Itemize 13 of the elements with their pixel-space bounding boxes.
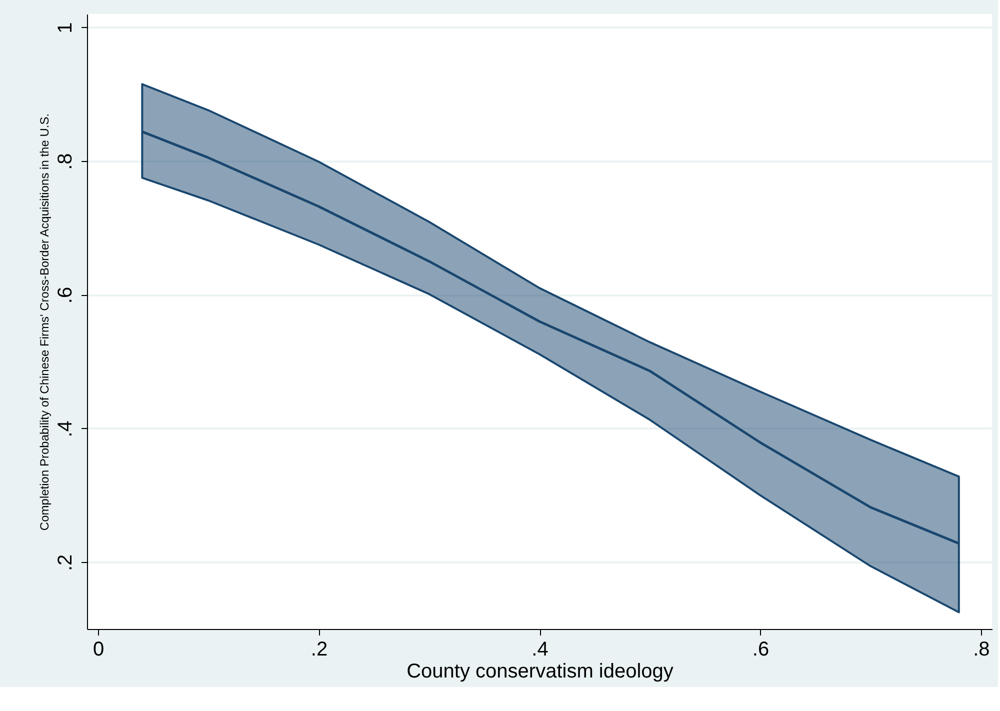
x-tick-label: .6 xyxy=(752,638,770,660)
y-tick-label: .8 xyxy=(54,153,76,170)
line-series xyxy=(140,130,960,545)
x-axis-title: County conservatism ideology xyxy=(406,660,674,682)
x-tick-label: .2 xyxy=(310,638,328,660)
x-tick-label: .4 xyxy=(532,638,548,660)
x-tick-label: .8 xyxy=(973,638,990,660)
y-axis-title: Completion Probability of Chinese Firms' Cross-Border Acquisitions in the U.S. xyxy=(38,113,52,531)
y-tick-label: 1 xyxy=(54,22,76,34)
x-tick-label: 0 xyxy=(92,638,104,660)
y-tick-label: .2 xyxy=(54,554,76,571)
y-tick-label: .4 xyxy=(54,420,76,438)
y-tick-label: .6 xyxy=(54,286,76,304)
